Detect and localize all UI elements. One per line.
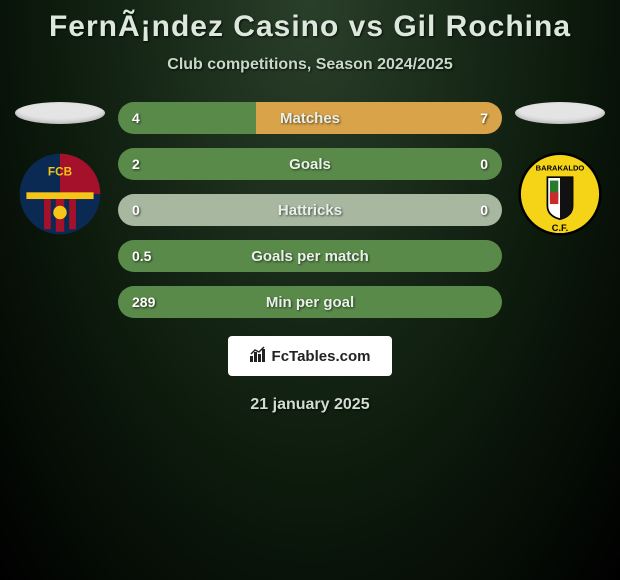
stat-value-left: 0 xyxy=(132,194,140,226)
team-crest-right: BARAKALDO C.F. xyxy=(518,152,602,236)
chart-icon xyxy=(250,346,268,366)
page-title: FernÃ¡ndez Casino vs Gil Rochina xyxy=(0,10,620,44)
stat-bar-left xyxy=(118,194,502,226)
stat-bar-right xyxy=(256,102,502,134)
stats-column: Matches47Goals20Hattricks00Goals per mat… xyxy=(110,102,510,318)
stat-value-right: 0 xyxy=(480,148,488,180)
team-shadow-left xyxy=(15,102,105,124)
svg-text:BARAKALDO: BARAKALDO xyxy=(536,163,585,172)
stat-value-left: 289 xyxy=(132,286,155,318)
stat-bar: Min per goal289 xyxy=(118,286,502,318)
stat-bar-left xyxy=(118,240,502,272)
fctables-logo: FcTables.com xyxy=(228,336,393,376)
main-area: FCB Matches47Goals20Hattricks00Goals per… xyxy=(0,102,620,318)
subtitle: Club competitions, Season 2024/2025 xyxy=(0,56,620,74)
stat-value-left: 4 xyxy=(132,102,140,134)
stat-bar-left xyxy=(118,148,502,180)
stat-value-right: 7 xyxy=(480,102,488,134)
logo-text: FcTables.com xyxy=(272,348,371,365)
stat-bar: Matches47 xyxy=(118,102,502,134)
stat-bar-left xyxy=(118,286,502,318)
stat-bar: Hattricks00 xyxy=(118,194,502,226)
date-text: 21 january 2025 xyxy=(0,396,620,414)
right-team-col: BARAKALDO C.F. xyxy=(510,102,610,236)
stat-bar: Goals20 xyxy=(118,148,502,180)
stat-value-right: 0 xyxy=(480,194,488,226)
stat-value-left: 2 xyxy=(132,148,140,180)
logo-area: FcTables.com xyxy=(0,336,620,376)
stat-value-left: 0.5 xyxy=(132,240,151,272)
team-shadow-right xyxy=(515,102,605,124)
team-crest-left: FCB xyxy=(18,152,102,236)
svg-text:C.F.: C.F. xyxy=(552,223,568,233)
svg-text:FCB: FCB xyxy=(48,166,72,179)
left-team-col: FCB xyxy=(10,102,110,236)
stat-bar: Goals per match0.5 xyxy=(118,240,502,272)
